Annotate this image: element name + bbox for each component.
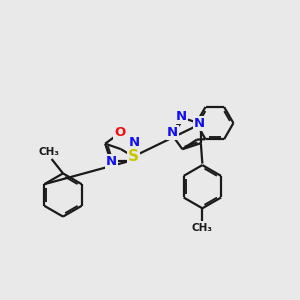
Text: CH₃: CH₃ [39, 147, 60, 158]
Text: CH₃: CH₃ [192, 223, 213, 233]
Text: N: N [128, 136, 140, 149]
Text: S: S [128, 149, 139, 164]
Text: N: N [106, 155, 117, 168]
Text: N: N [194, 117, 205, 130]
Text: O: O [114, 126, 126, 139]
Text: N: N [176, 110, 187, 123]
Text: N: N [167, 126, 178, 139]
